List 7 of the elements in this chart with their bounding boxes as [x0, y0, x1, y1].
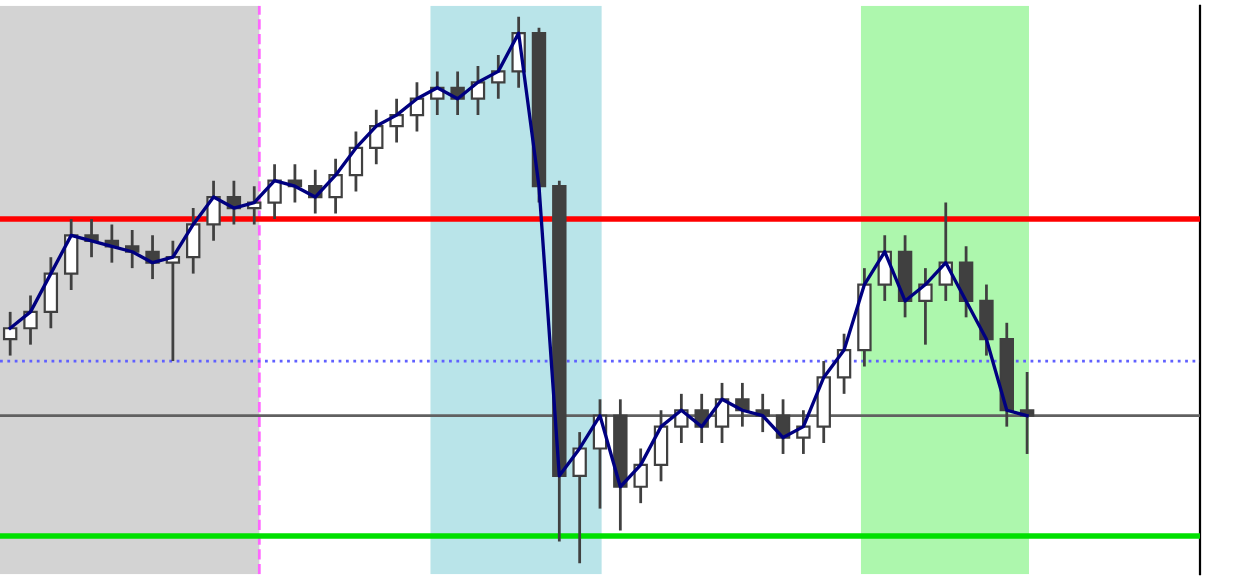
candlestick [572, 430, 587, 565]
candlestick [918, 266, 933, 347]
candlestick [979, 283, 994, 357]
candlestick [633, 447, 648, 505]
candlestick [2, 310, 18, 357]
candlestick [43, 255, 59, 330]
candlestick [328, 157, 343, 215]
